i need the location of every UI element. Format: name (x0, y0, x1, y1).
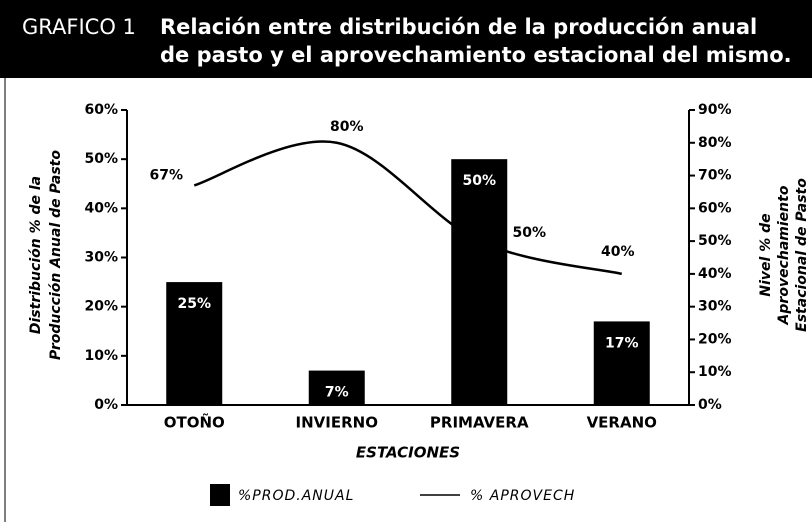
bar (166, 282, 223, 405)
legend-swatch (210, 484, 230, 506)
bar (308, 370, 365, 405)
header-bar (0, 0, 812, 78)
y2-tick-label: 80% (698, 135, 732, 151)
y2-tick-label: 20% (698, 331, 732, 347)
bar (451, 159, 508, 405)
title-line: Relación entre distribución de la produc… (160, 15, 757, 39)
line-value-label: 80% (330, 119, 364, 135)
y-tick-label: 10% (84, 348, 118, 364)
y2-tick-label: 10% (698, 364, 732, 380)
bar-value-label: 17% (605, 335, 639, 351)
x-tick-label: PRIMAVERA (430, 414, 529, 432)
line-value-label: 50% (512, 225, 546, 241)
line-value-label: 67% (149, 167, 183, 183)
y-tick-label: 60% (84, 102, 118, 118)
legend-label: % APROVECH (470, 488, 575, 504)
bar (593, 321, 650, 405)
bar-value-label: 7% (325, 385, 349, 401)
y2-tick-label: 0% (698, 397, 722, 413)
y-tick-label: 30% (84, 250, 118, 266)
y2-tick-label: 60% (698, 200, 732, 216)
y2-tick-label: 40% (698, 266, 732, 282)
line-value-label: 40% (601, 244, 635, 260)
figure-label: GRAFICO 1 (22, 15, 136, 39)
y-axis-label: Producción Anual de Pasto (48, 150, 64, 360)
line (193, 140, 623, 276)
y-tick-label: 40% (84, 200, 118, 216)
bar-value-label: 50% (462, 173, 496, 189)
y2-axis-label: Nivel % de (758, 213, 774, 296)
bar-value-label: 25% (177, 296, 211, 312)
y2-tick-label: 70% (698, 168, 732, 184)
y2-tick-label: 30% (698, 299, 732, 315)
y2-axis-label: Aprovechamiento (776, 185, 792, 325)
title-line: de pasto y el aprovechamiento estacional… (160, 43, 792, 67)
x-tick-label: VERANO (587, 414, 657, 432)
x-axis-label: ESTACIONES (356, 444, 460, 462)
y2-tick-label: 90% (698, 102, 732, 118)
y-axis-label: Distribución % de la (28, 176, 44, 334)
legend-label: %PROD.ANUAL (238, 488, 354, 504)
x-tick-label: OTOÑO (164, 413, 225, 432)
y-tick-label: 20% (84, 299, 118, 315)
x-tick-label: INVIERNO (296, 414, 378, 432)
y-tick-label: 0% (94, 397, 118, 413)
y-tick-label: 50% (84, 151, 118, 167)
y2-tick-label: 50% (698, 233, 732, 249)
y2-axis-label: Estacional de Pasto (794, 178, 810, 332)
